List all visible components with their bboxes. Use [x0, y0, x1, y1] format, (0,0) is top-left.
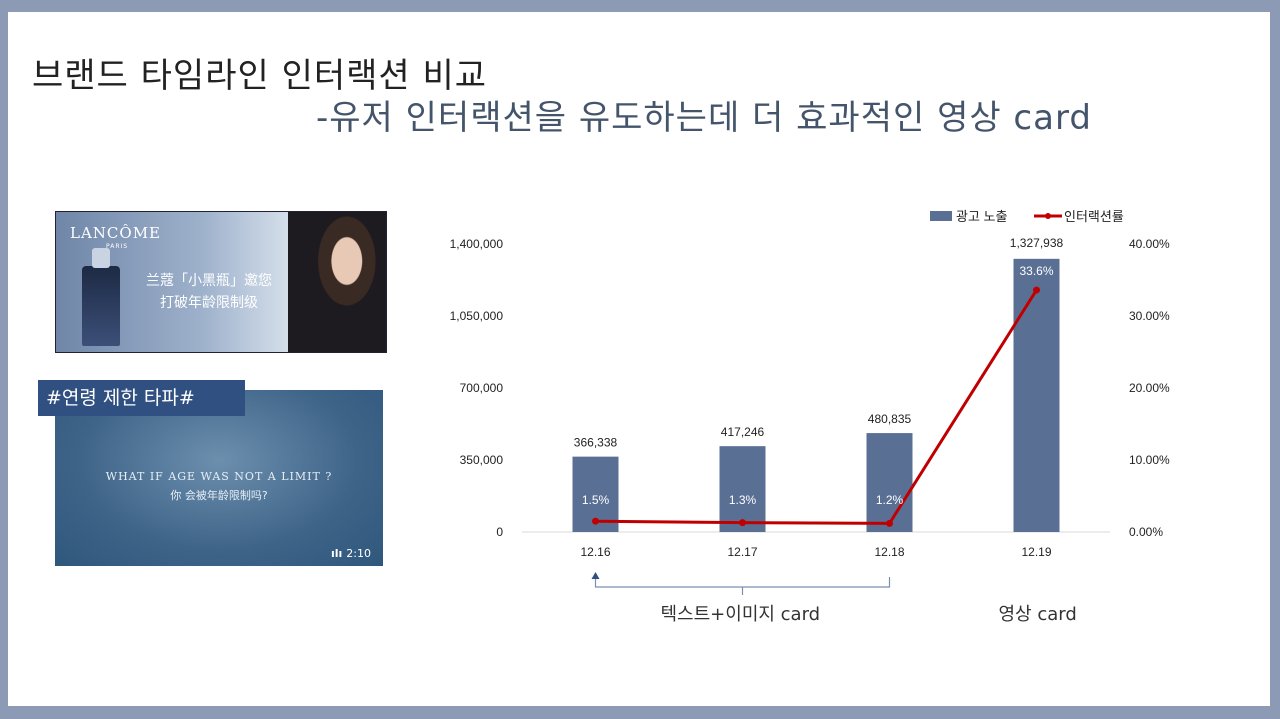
y-left-tick-label: 350,000: [460, 453, 504, 467]
y-right-tick-label: 30.00%: [1129, 309, 1170, 323]
slide: 브랜드 타임라인 인터랙션 비교 -유저 인터랙션을 유도하는데 더 효과적인 …: [8, 12, 1270, 706]
line-point: [1033, 286, 1040, 294]
y-right-tick-label: 0.00%: [1129, 525, 1163, 539]
model-photo: [288, 212, 386, 352]
y-right-tick-label: 40.00%: [1129, 237, 1170, 251]
brand-logo-sub: PARIS: [106, 243, 129, 250]
bar-value-label: 417,246: [721, 425, 765, 439]
banner-caption-2: 打破年龄限制级: [160, 295, 258, 311]
line-value-label: 1.5%: [582, 493, 610, 507]
bar-value-label: 480,835: [868, 412, 912, 426]
line-point: [592, 517, 599, 525]
line-value-label: 33.6%: [1019, 264, 1053, 278]
y-right-tick-label: 10.00%: [1129, 453, 1170, 467]
legend-label-line: 인터랙션률: [1064, 209, 1124, 224]
x-tick-label: 12.17: [727, 545, 757, 559]
group-label-text-image: 텍스트+이미지 card: [660, 604, 821, 625]
group-bracket: [594, 577, 891, 588]
video-duration: ılı 2:10: [331, 547, 371, 560]
hashtag-label: #연령 제한 타파#: [38, 380, 245, 416]
bar: [1013, 258, 1060, 532]
video-card[interactable]: WHAT IF AGE WAS NOT A LIMIT ? 你 会被年龄限制吗?…: [55, 390, 383, 566]
y-left-tick-label: 1,400,000: [450, 237, 504, 251]
x-tick-label: 12.16: [580, 545, 610, 559]
y-right-tick-label: 20.00%: [1129, 381, 1170, 395]
video-quote-cn: 你 会被年龄限制吗?: [170, 489, 268, 502]
y-left-tick-label: 1,050,000: [450, 309, 504, 323]
legend-label-bar: 광고 노출: [956, 209, 1007, 224]
bar-value-label: 366,338: [574, 436, 618, 450]
play-stats-icon: ılı: [330, 547, 343, 560]
brand-logo: LANCÔME: [70, 224, 162, 242]
combo-chart: 0 350,000 700,000 1,050,000 1,400,000 0.00% 10…: [450, 209, 1170, 595]
y-left-tick-label: 0: [496, 525, 503, 539]
line-point: [886, 519, 893, 527]
video-quote-en: WHAT IF AGE WAS NOT A LIMIT ?: [105, 470, 333, 483]
line-value-label: 1.2%: [876, 493, 904, 507]
line-point: [739, 519, 746, 527]
serum-bottle-graphic: [82, 248, 120, 346]
slide-title: 브랜드 타임라인 인터랙션 비교: [32, 56, 488, 96]
x-tick-label: 12.19: [1021, 545, 1051, 559]
slide-subtitle: -유저 인터랙션을 유도하는데 더 효과적인 영상 card: [316, 98, 1092, 138]
bar-value-label: 1,327,938: [1010, 236, 1064, 250]
line-value-label: 1.3%: [729, 493, 757, 507]
group-label-video: 영상 card: [998, 604, 1077, 625]
legend-marker-line: [1045, 213, 1051, 219]
lancome-banner-image: LANCÔME PARIS 兰蔻「小黑瓶」邀您 打破年龄限制级: [55, 211, 387, 353]
banner-caption-1: 兰蔻「小黑瓶」邀您: [146, 273, 272, 289]
up-arrow-icon: [591, 572, 600, 579]
legend-swatch-bar: [930, 211, 952, 221]
x-tick-label: 12.18: [874, 545, 904, 559]
y-left-tick-label: 700,000: [460, 381, 504, 395]
bar: [719, 446, 766, 532]
series-line: [595, 289, 1038, 525]
bar: [866, 433, 913, 532]
duration-text: 2:10: [346, 547, 371, 560]
